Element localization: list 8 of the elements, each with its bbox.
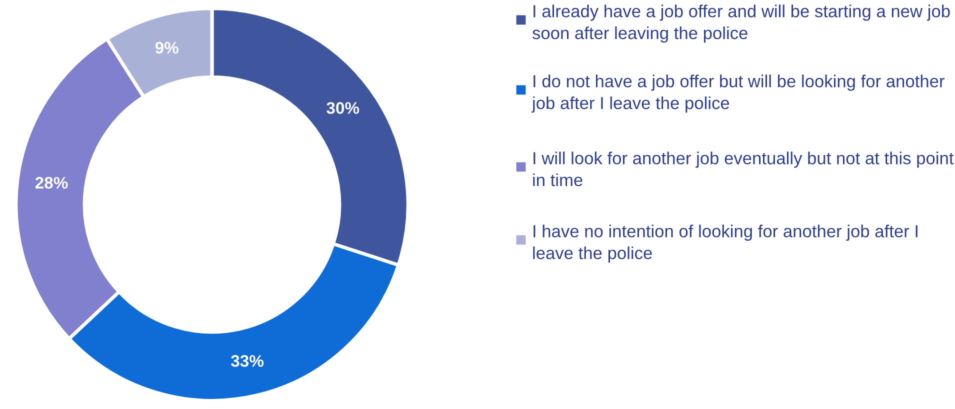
data-label: 9%	[155, 42, 178, 54]
legend-label: I have no intention of looking for another job after I leave the police	[533, 224, 918, 263]
data-label: 28%	[35, 176, 68, 189]
legend-label: I do not have a job offer but will be looking for another job after I leave the police	[532, 74, 944, 113]
data-label: 33%	[230, 355, 264, 367]
data-label: 30%	[326, 102, 360, 114]
legend-label: I already have a job offer and will be starting a new job soon after leaving the police	[532, 4, 950, 43]
legend-label: I will look for another job eventually but not at this point in time	[533, 152, 954, 186]
